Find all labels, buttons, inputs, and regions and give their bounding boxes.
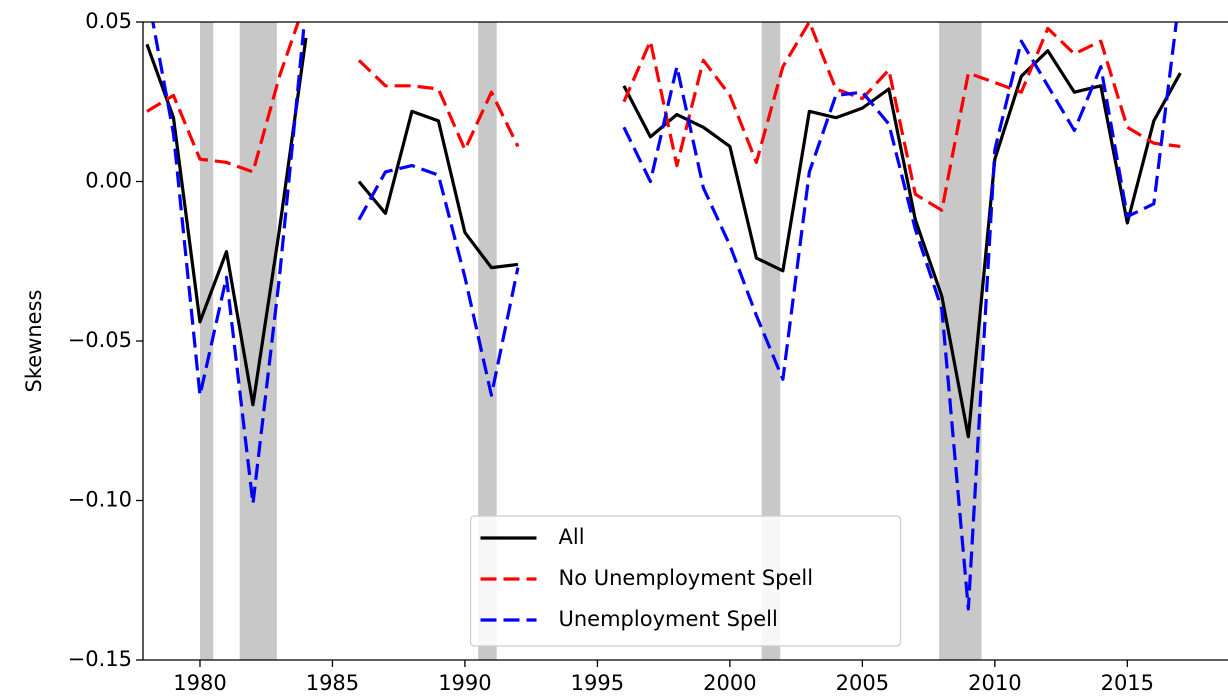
recession-band (199, 22, 214, 660)
x-tick-label: 1980 (173, 671, 226, 695)
x-tick-label: 1985 (306, 671, 359, 695)
legend-label: Unemployment Spell (559, 607, 778, 631)
recession-band (478, 22, 497, 660)
x-tick-label: 2010 (968, 671, 1021, 695)
series-line (145, 37, 1182, 439)
plot-area (145, 22, 1182, 660)
x-tick-label: 2005 (836, 671, 889, 695)
y-axis-label: Skewness (22, 290, 46, 393)
y-tick-label: −0.10 (68, 488, 132, 512)
legend-label: All (559, 525, 585, 549)
legend-label: No Unemployment Spell (559, 566, 814, 590)
x-tick-label: 2015 (1101, 671, 1154, 695)
x-tick-label: 2000 (703, 671, 756, 695)
x-tick-label: 1995 (571, 671, 624, 695)
y-tick-label: 0.05 (85, 9, 132, 33)
x-tick-label: 1990 (438, 671, 491, 695)
y-tick-label: −0.15 (68, 647, 132, 671)
recession-band (761, 22, 781, 660)
legend-box (469, 515, 902, 647)
y-tick-label: −0.05 (68, 328, 132, 352)
y-tick-label: 0.00 (85, 169, 132, 193)
series-line (151, 22, 1178, 611)
series-line (146, 22, 1181, 212)
